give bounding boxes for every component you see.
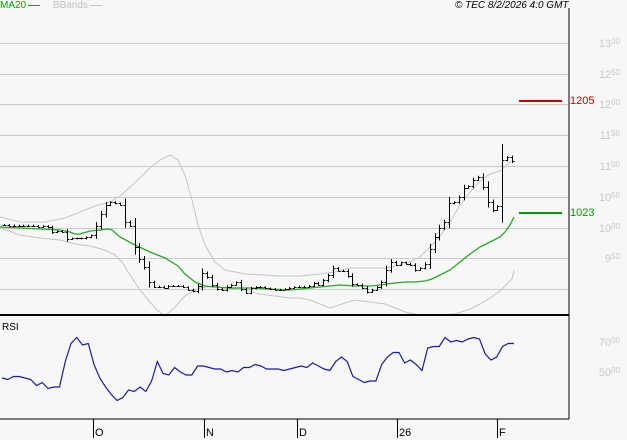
price-tick-label: 1100 xyxy=(599,160,620,173)
bbands-upper xyxy=(0,154,513,277)
price-tick-label: 1000 xyxy=(598,222,620,235)
legend-bbands: BBands xyxy=(53,0,102,11)
ma20-line xyxy=(0,216,515,291)
rsi-panel-title: RSI xyxy=(2,322,19,333)
price-tick-label: 950 xyxy=(604,252,620,265)
price-tick-label: 1050 xyxy=(598,191,620,204)
price-gridlines xyxy=(0,43,568,290)
price-tick-label: 1150 xyxy=(599,129,620,142)
ma-last-value-label: 1023 xyxy=(570,207,595,219)
bbands-line-swatch-icon xyxy=(89,4,102,6)
rsi-line xyxy=(1,336,514,402)
x-axis-month-label: D xyxy=(299,427,307,439)
price-tick-label: 1200 xyxy=(598,98,620,111)
price-tick-label: 1300 xyxy=(598,37,620,50)
ma20-line-swatch-icon xyxy=(28,4,41,6)
chart-legend: MA20 BBands xyxy=(0,0,102,12)
x-axis-month-label: O xyxy=(95,427,104,439)
bbands-lower xyxy=(0,227,515,317)
resistance-value-label: 1205 xyxy=(570,95,595,107)
price-tick-label: 1250 xyxy=(598,68,620,81)
x-axis-month-label: F xyxy=(499,427,506,439)
copyright-timestamp: © TEC 8/2/2026 4:0 GMT xyxy=(455,0,569,11)
ohlc-bars xyxy=(2,144,515,295)
x-axis-month-label: 26 xyxy=(399,427,412,439)
x-axis-month-label: N xyxy=(206,427,214,439)
x-axis-ticks xyxy=(93,419,498,438)
rsi-tick-label: 7000 xyxy=(598,336,620,349)
legend-ma20: MA20 xyxy=(0,0,41,11)
rsi-tick-label: 5000 xyxy=(598,366,620,379)
